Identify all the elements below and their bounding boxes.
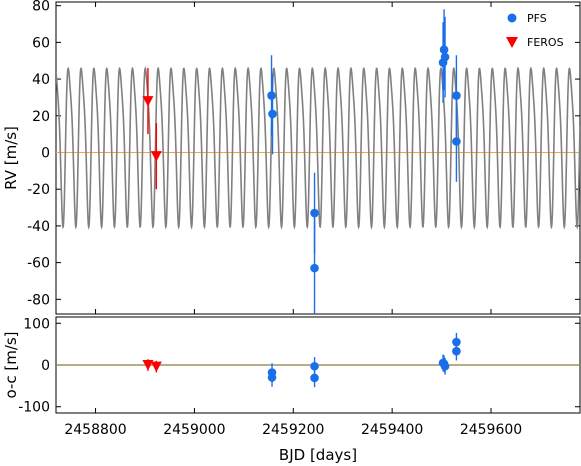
residuals-y-tick-label: -100	[18, 400, 50, 416]
residuals-pfs-point	[452, 346, 461, 356]
legend-pfs-marker	[507, 13, 517, 23]
rv-pfs-point	[267, 91, 276, 100]
residuals-pfs-point	[310, 373, 319, 383]
rv-y-tick-label: 0	[41, 145, 50, 161]
residuals-pfs-point	[310, 361, 319, 371]
residuals-y-axis-title: o-c [m/s]	[2, 331, 20, 398]
rv-y-tick-label: 40	[32, 72, 50, 88]
legend-feros-label: FEROS	[527, 36, 564, 49]
rv-pfs-point	[310, 263, 319, 273]
rv-pfs-point	[440, 52, 450, 62]
rv-y-tick-label: -60	[27, 256, 50, 272]
x-tick-label: 2459400	[361, 422, 423, 438]
rv-pfs-point	[452, 137, 461, 146]
rv-pfs-point	[268, 109, 277, 119]
residuals-pfs-point	[440, 361, 450, 371]
residuals-pfs-point	[267, 373, 277, 382]
rv-model-curve	[56, 66, 580, 230]
residuals-y-tick-label: 0	[41, 358, 50, 374]
legend-pfs-label: PFS	[527, 12, 547, 25]
rv-y-tick-label: -80	[27, 292, 50, 308]
rv-y-axis: 80 60 40 20 0 -20 -40 -60 -80	[27, 0, 580, 308]
rv-y-tick-label: -40	[27, 219, 50, 235]
legend: PFS FEROS	[506, 12, 564, 49]
rv-y-tick-label: 20	[32, 109, 50, 125]
x-tick-label: 2458800	[64, 422, 126, 438]
rv-y-axis-title: RV [m/s]	[2, 126, 20, 190]
rv-feros-point	[142, 96, 154, 107]
residuals-y-axis: 100 0 -100	[18, 316, 580, 416]
residuals-feros-point	[150, 361, 162, 373]
rv-panel: 80 60 40 20 0 -20 -40 -60 -80 RV [m/s] PFS FEROS	[2, 0, 581, 315]
x-tick-label: 2459600	[460, 422, 522, 438]
rv-data-points	[142, 9, 461, 314]
residuals-data-points	[142, 332, 461, 388]
residuals-y-tick-label: 100	[23, 316, 50, 332]
rv-pfs-point	[452, 91, 461, 100]
legend-feros-marker	[506, 37, 518, 48]
rv-y-tick-label: 60	[32, 35, 50, 51]
residuals-x-axis: 2458800 2459000 2459200 2459400 2459600	[64, 2, 522, 438]
rv-y-tick-label: 80	[32, 0, 50, 15]
rv-y-tick-label: -20	[27, 182, 50, 198]
x-axis-title: BJD [days]	[279, 446, 357, 464]
x-tick-label: 2459000	[163, 422, 225, 438]
x-tick-label: 2459200	[262, 422, 324, 438]
residuals-feros-point	[142, 360, 154, 371]
rv-pfs-point	[439, 45, 449, 55]
rv-feros-point	[150, 151, 162, 162]
rv-zero-line-group	[56, 66, 580, 230]
